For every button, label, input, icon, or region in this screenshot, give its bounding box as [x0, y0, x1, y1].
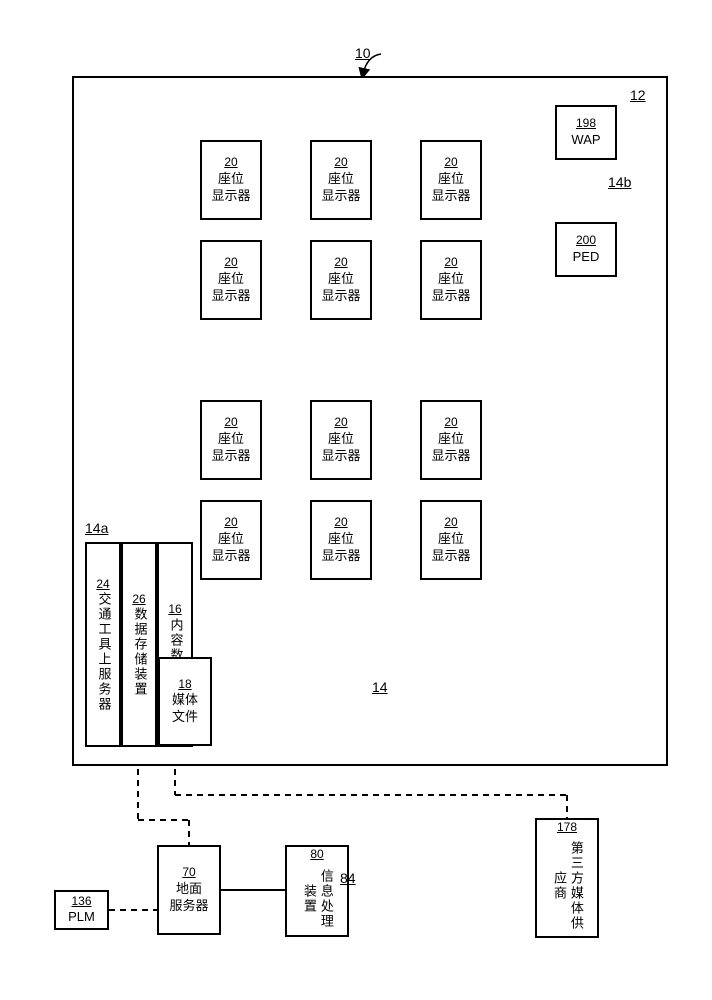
block-label: WAP [571, 132, 600, 149]
block-label: 座位 显示器 [321, 531, 360, 565]
ref-label-14: 14 [372, 679, 388, 695]
ref-label-14a: 14a [85, 520, 108, 536]
ref-label-84: 84 [340, 870, 356, 886]
seat-display-box: 20座位 显示器 [310, 240, 372, 320]
seat-display-box: 20座位 显示器 [200, 400, 262, 480]
seat-display-box: 20座位 显示器 [200, 500, 262, 580]
ref-num: 26 [132, 592, 145, 608]
ref-num: 20 [334, 515, 347, 531]
block-label: 座位 显示器 [431, 531, 470, 565]
ref-num: 20 [444, 515, 457, 531]
block-label: 地面 服务器 [169, 881, 208, 915]
seat-display-box: 20座位 显示器 [200, 140, 262, 220]
ped-box: 200 PED [555, 222, 617, 277]
ref-num: 18 [178, 677, 191, 693]
ref-num: 80 [310, 847, 323, 863]
ref-label-12: 12 [630, 87, 646, 103]
block-label: 第三方媒体供应商 [550, 836, 584, 936]
ref-num: 20 [224, 515, 237, 531]
block-label: 座位 显示器 [211, 171, 250, 205]
ref-num: 198 [576, 116, 596, 132]
wap-box: 198 WAP [555, 105, 617, 160]
plm-box: 136 PLM [54, 890, 109, 930]
seat-display-box: 20座位 显示器 [420, 140, 482, 220]
block-label: PED [573, 249, 600, 266]
block-label: 座位 显示器 [431, 171, 470, 205]
seat-display-box: 20座位 显示器 [420, 240, 482, 320]
ref-num: 20 [444, 415, 457, 431]
ref-num: 20 [334, 255, 347, 271]
seat-display-box: 20座位 显示器 [200, 240, 262, 320]
ref-num: 20 [334, 415, 347, 431]
block-label: PLM [68, 909, 95, 926]
ref-num: 20 [444, 255, 457, 271]
block-label: 交通工具上服务器 [95, 592, 112, 712]
seat-display-box: 20座位 显示器 [420, 500, 482, 580]
block-label: 媒体 文件 [172, 692, 198, 726]
seat-display-box: 20座位 显示器 [310, 500, 372, 580]
block-label: 座位 显示器 [211, 271, 250, 305]
data-storage-box: 26 数据存储装置 [121, 542, 157, 747]
block-label: 座位 显示器 [211, 531, 250, 565]
ref-num: 20 [334, 155, 347, 171]
third-party-box: 178 第三方媒体供应商 [535, 818, 599, 938]
ref-num: 20 [224, 155, 237, 171]
media-file-box: 18 媒体 文件 [158, 657, 212, 746]
block-label: 数据存储装置 [131, 607, 148, 697]
block-label: 座位 显示器 [321, 171, 360, 205]
ref-num: 136 [71, 894, 91, 910]
block-label: 座位 显示器 [431, 271, 470, 305]
ref-label-14b: 14b [608, 174, 631, 190]
ref-num: 70 [182, 865, 195, 881]
ref-num: 20 [224, 415, 237, 431]
block-label: 座位 显示器 [211, 431, 250, 465]
ref-num: 20 [224, 255, 237, 271]
ground-server-box: 70 地面 服务器 [157, 845, 221, 935]
ref-num: 16 [168, 602, 181, 618]
block-label: 座位 显示器 [321, 271, 360, 305]
ref-num: 20 [444, 155, 457, 171]
block-label: 座位 显示器 [321, 431, 360, 465]
ref-label-10: 10 [355, 45, 371, 61]
onboard-server-box: 24 交通工具上服务器 [85, 542, 121, 747]
seat-display-box: 20座位 显示器 [310, 140, 372, 220]
ref-num: 200 [576, 233, 596, 249]
ref-num: 178 [557, 820, 577, 836]
block-label: 座位 显示器 [431, 431, 470, 465]
block-label: 信息处理装置 [300, 863, 334, 935]
seat-display-box: 20座位 显示器 [420, 400, 482, 480]
seat-display-box: 20座位 显示器 [310, 400, 372, 480]
info-processing-box: 80 信息处理装置 [285, 845, 349, 937]
ref-num: 24 [96, 577, 109, 593]
